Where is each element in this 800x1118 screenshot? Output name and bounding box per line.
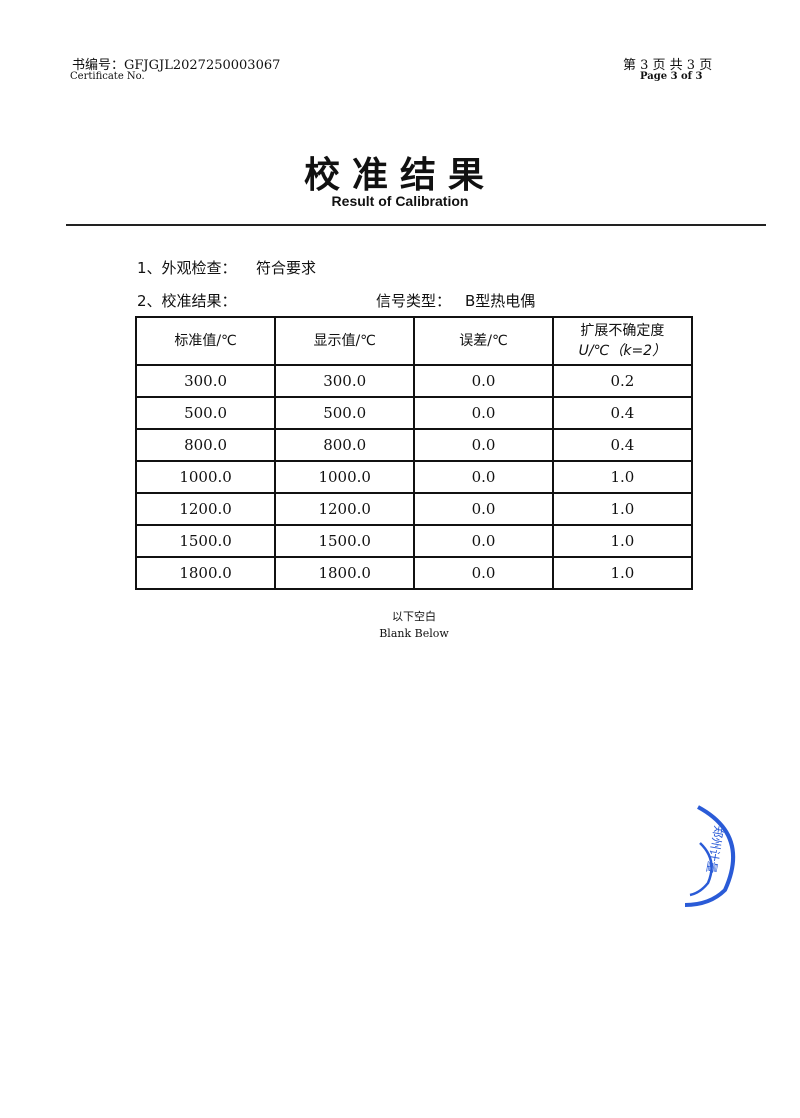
table-cell: 300.0	[274, 364, 416, 398]
table-cell: 1200.0	[274, 492, 416, 526]
blank-below-cn: 以下空白	[392, 610, 436, 623]
stamp-outer-arc	[684, 805, 735, 907]
table-row: 1000.0 1000.0 0.0 1.0	[134, 460, 694, 494]
page-subtitle: Result of Calibration	[331, 193, 469, 209]
appearance-check-value: 符合要求	[256, 259, 317, 277]
table-cell: 800.0	[134, 428, 277, 462]
table-cell: 0.0	[413, 524, 554, 558]
divider	[66, 224, 766, 226]
signal-type-value: B型热电偶	[465, 292, 536, 310]
page-number-en: Page 3 of 3	[640, 71, 703, 82]
header-uncertainty-line1: 扩展不确定度	[580, 323, 665, 339]
table-row: 1500.0 1500.0 0.0 1.0	[134, 524, 694, 558]
header-standard: 标准值/℃	[134, 316, 277, 366]
appearance-check-label: 1、外观检查：	[137, 259, 237, 277]
table-cell: 500.0	[134, 396, 277, 430]
table-row: 800.0 800.0 0.0 0.4	[134, 428, 694, 462]
table-cell: 1.0	[551, 524, 694, 558]
table-cell: 300.0	[134, 364, 277, 398]
table-cell: 0.2	[551, 364, 694, 398]
table-cell: 0.0	[413, 428, 554, 462]
header-displayed: 显示值/℃	[274, 316, 416, 366]
table-cell: 0.0	[413, 556, 554, 590]
table-row: 1800.0 1800.0 0.0 1.0	[134, 556, 694, 590]
cert-no-label: 书编号：	[72, 58, 125, 73]
table-cell: 0.0	[413, 364, 554, 398]
header-uncertainty: 扩展不确定度 U/℃（k=2）	[551, 316, 694, 366]
results-label: 2、校准结果：	[137, 292, 237, 310]
header-uncertainty-line2: U/℃（k=2）	[578, 343, 667, 359]
table-row: 300.0 300.0 0.0 0.2	[134, 364, 694, 398]
table-cell: 1000.0	[134, 460, 277, 494]
table-cell: 500.0	[274, 396, 416, 430]
table-cell: 1500.0	[134, 524, 277, 558]
table-row: 1200.0 1200.0 0.0 1.0	[134, 492, 694, 526]
table-cell: 1.0	[551, 556, 694, 590]
certificate-number-en: Certificate No.	[70, 71, 145, 82]
table-cell: 1200.0	[134, 492, 277, 526]
table-cell: 0.0	[413, 492, 554, 526]
table-cell: 0.0	[413, 396, 554, 430]
calibration-table: 标准值/℃ 显示值/℃ 误差/℃ 扩展不确定度 U/℃（k=2） 300.0 300…	[134, 316, 694, 590]
blank-below-en: Blank Below	[379, 627, 449, 640]
cert-no-value: GFJGJL2027250003067	[124, 58, 281, 73]
page-title: 校准结果	[303, 155, 496, 196]
table-cell: 1800.0	[274, 556, 416, 590]
table-cell: 1.0	[551, 492, 694, 526]
table-cell: 0.4	[551, 428, 694, 462]
page-number-cn: 第 3 页 共 3 页	[623, 58, 713, 73]
table-cell: 1500.0	[274, 524, 416, 558]
table-cell: 1.0	[551, 460, 694, 494]
table-cell: 1000.0	[274, 460, 416, 494]
table-cell: 0.4	[551, 396, 694, 430]
table-cell: 800.0	[274, 428, 416, 462]
table-header-row: 标准值/℃ 显示值/℃ 误差/℃ 扩展不确定度 U/℃（k=2）	[134, 316, 694, 366]
table-cell: 0.0	[413, 460, 554, 494]
table-cell: 1800.0	[134, 556, 277, 590]
header-error: 误差/℃	[413, 316, 554, 366]
stamp-inner-arc	[689, 842, 713, 897]
signal-type-label: 信号类型：	[376, 292, 452, 310]
certificate-number: 书编号：GFJGJL2027250003067	[72, 54, 280, 73]
official-stamp: 郑州计量	[684, 805, 735, 907]
table-row: 500.0 500.0 0.0 0.4	[134, 396, 694, 430]
